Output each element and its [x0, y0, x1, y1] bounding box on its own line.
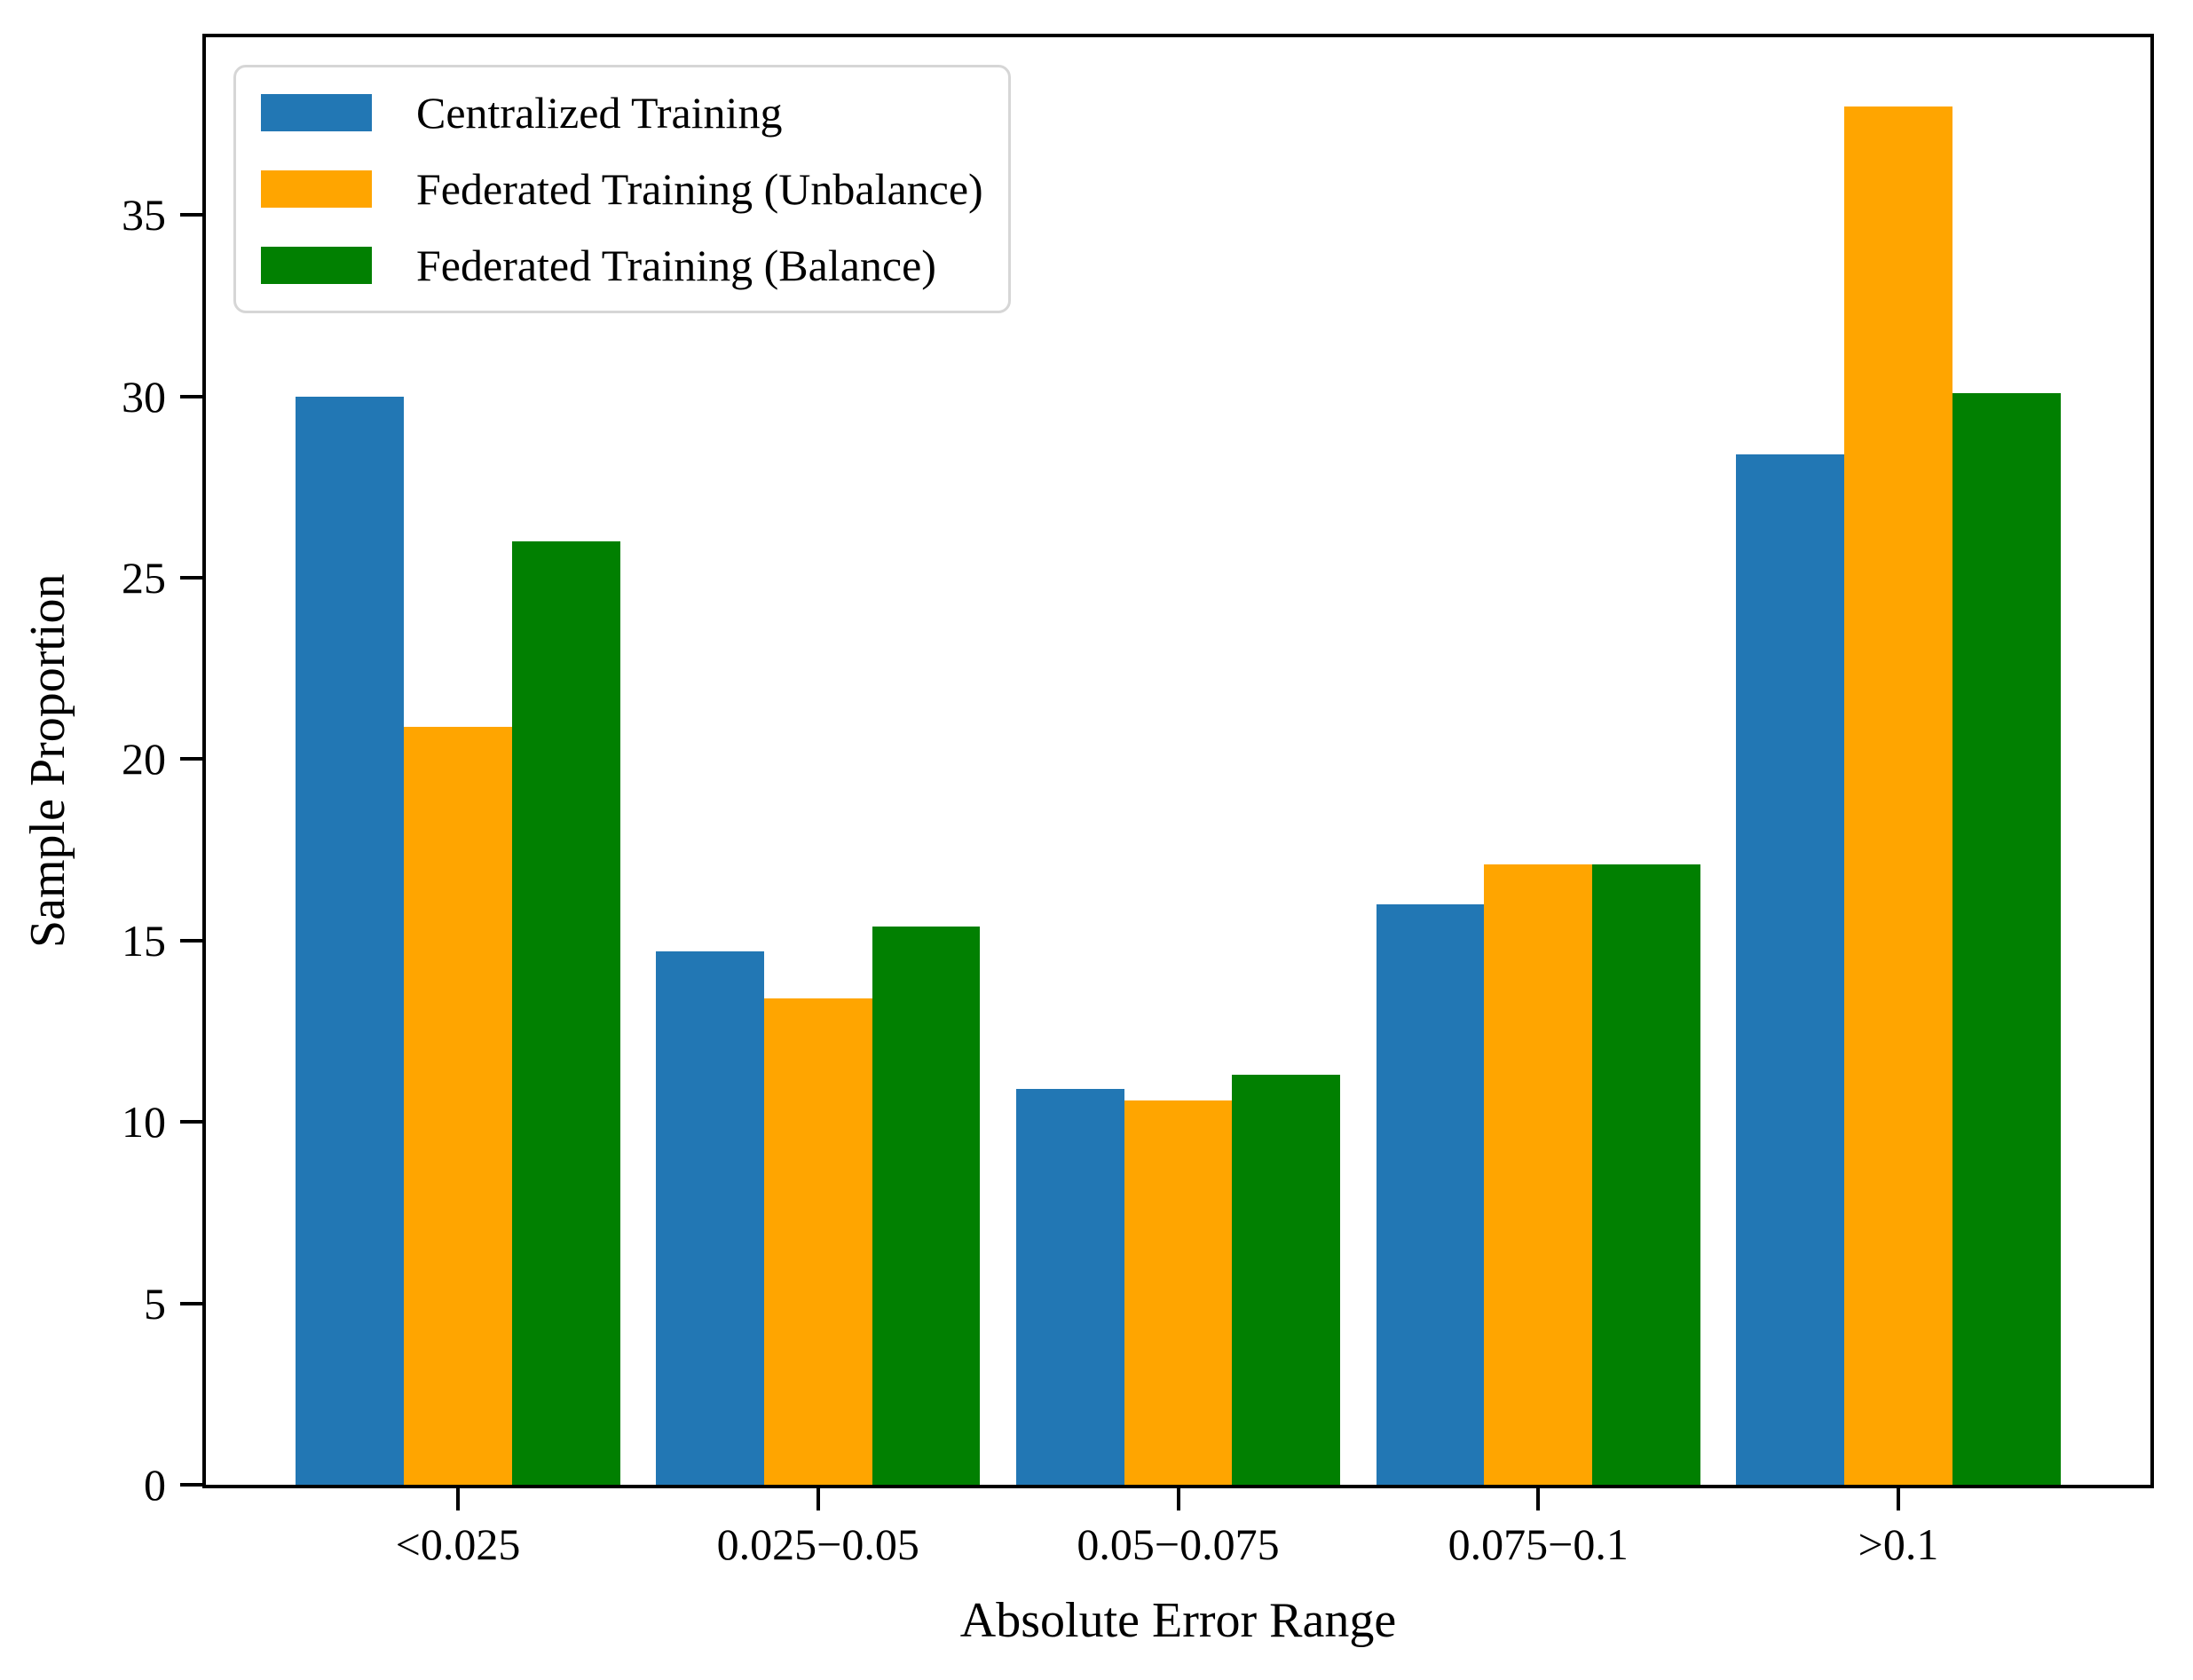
bar-federated-training-unbalance-4	[1484, 864, 1593, 1485]
bar-federated-training-balance-1	[511, 541, 620, 1485]
y-tick-mark	[180, 1301, 202, 1305]
bar-federated-training-balance-5	[1952, 392, 2061, 1485]
y-tick-label: 30	[122, 371, 166, 422]
y-tick-mark	[180, 757, 202, 761]
bar-federated-training-balance-2	[872, 926, 981, 1485]
x-tick-label: 0.025−0.05	[716, 1519, 919, 1569]
legend-swatch	[261, 94, 372, 131]
x-tick-label: 0.05−0.075	[1077, 1519, 1280, 1569]
bar-centralized-training-3	[1015, 1089, 1124, 1485]
legend-row: Federated Training (Unbalance)	[261, 151, 983, 227]
bar-federated-training-unbalance-5	[1844, 106, 1952, 1485]
y-tick-label: 5	[144, 1278, 166, 1329]
y-tick-label: 25	[122, 553, 166, 603]
x-tick-label: >0.1	[1858, 1519, 1939, 1569]
bar-centralized-training-4	[1376, 903, 1485, 1485]
x-axis-title: Absolute Error Range	[959, 1593, 1397, 1648]
y-tick-label: 35	[122, 190, 166, 241]
legend-label: Federated Training (Unbalance)	[416, 164, 983, 214]
y-tick-mark	[180, 938, 202, 943]
y-tick-mark	[180, 576, 202, 580]
x-tick-mark	[1536, 1488, 1541, 1510]
y-tick-mark	[180, 394, 202, 398]
legend-swatch	[261, 170, 372, 208]
bar-federated-training-unbalance-2	[763, 998, 872, 1485]
y-tick-label: 20	[122, 734, 166, 785]
bar-centralized-training-2	[656, 951, 764, 1485]
x-tick-mark	[456, 1488, 461, 1510]
x-tick-label: <0.025	[395, 1519, 521, 1569]
plot-area: 0 5 10 15 20 25 30 35 <0.025 0.025−0.05 0.05−0.07…	[122, 37, 2150, 1566]
bar-federated-training-balance-3	[1232, 1075, 1341, 1485]
x-tick-mark	[1896, 1488, 1900, 1510]
legend-label: Federated Training (Balance)	[416, 241, 936, 290]
bar-federated-training-unbalance-1	[404, 726, 512, 1485]
x-tick-mark	[816, 1488, 820, 1510]
legend: Centralized Training Federated Training (…	[233, 65, 1011, 313]
x-tick-mark	[1176, 1488, 1180, 1510]
x-tick-label: 0.075−0.1	[1448, 1519, 1629, 1569]
y-tick-mark	[180, 1120, 202, 1124]
legend-row: Centralized Training	[261, 75, 983, 151]
legend-label: Centralized Training	[416, 88, 783, 138]
plot-frame: 0 5 10 15 20 25 30 35 <0.025 0.025−0.05 0.05−0.07…	[122, 34, 2154, 1566]
y-tick-label: 10	[122, 1097, 166, 1148]
bar-centralized-training-1	[296, 396, 405, 1485]
bar-federated-training-balance-4	[1592, 864, 1700, 1485]
legend-swatch	[261, 247, 372, 284]
y-tick-label: 15	[122, 915, 166, 966]
legend-row: Federated Training (Balance)	[261, 227, 983, 304]
y-tick-label: 0	[144, 1460, 166, 1510]
bar-federated-training-unbalance-3	[1124, 1100, 1233, 1485]
y-tick-mark	[180, 1483, 202, 1487]
bar-centralized-training-5	[1736, 454, 1845, 1485]
y-tick-mark	[180, 213, 202, 217]
y-axis-title: Sample Proportion	[20, 573, 75, 949]
